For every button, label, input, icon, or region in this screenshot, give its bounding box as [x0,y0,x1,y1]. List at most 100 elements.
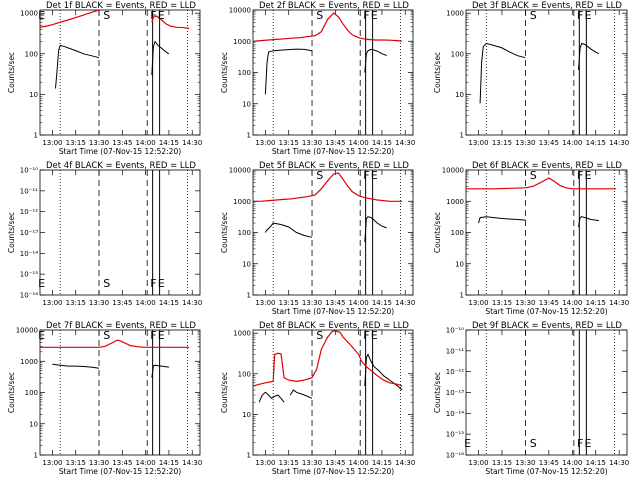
x-tick-label: 14:30 [395,299,415,307]
x-axis-label: Start Time (07-Nov-15 12:52:20) [272,467,394,476]
plot-frame [465,329,628,456]
x-tick-label: 13:15 [66,459,86,467]
event-marker-label: E [584,437,591,450]
x-tick-label: 13:30 [89,299,109,307]
y-tick-label: 10⁻¹⁵ [446,431,464,439]
x-tick-label: 13:45 [112,299,132,307]
events-series-line [479,42,526,104]
y-axis-label: Counts/sec [433,212,442,253]
event-marker-label: S [530,9,537,22]
x-tick-label: 14:30 [182,459,202,467]
y-tick-label: 10⁻¹² [20,208,38,216]
panel-title: Det 3f BLACK = Events, RED = LLD [472,1,622,11]
x-tick-label: 14:15 [159,139,179,147]
x-tick-label: 13:00 [255,139,275,147]
plot-frame [465,9,628,136]
x-tick-label: 13:45 [539,299,559,307]
x-tick-label: 14:15 [586,459,606,467]
x-tick-label: 13:45 [325,139,345,147]
panel-title: Det 7f BLACK = Events, RED = LLD [46,321,196,331]
event-marker-label: E [38,277,45,290]
y-tick-label: 10⁻¹³ [20,229,38,237]
plot-frame [39,169,201,296]
y-tick-label: 10000 [16,327,38,335]
x-tick-label: 14:30 [609,139,629,147]
y-tick-label: 100 [451,50,464,58]
y-tick-label: 10⁻¹¹ [446,347,464,355]
x-tick-label: 14:15 [586,139,606,147]
x-tick-label: 13:30 [302,459,322,467]
events-series-line [151,364,169,378]
x-axis-label: Start Time (07-Nov-15 12:52:20) [272,147,394,156]
y-tick-label: 1 [247,292,251,300]
x-axis-label: Start Time (07-Nov-15 12:52:20) [59,147,181,156]
y-tick-label: 1 [247,132,251,140]
y-tick-label: 1000 [233,38,251,46]
y-tick-label: 1000 [446,198,464,206]
events-series-line [264,222,313,238]
y-tick-label: 1 [460,132,464,140]
x-tick-label: 14:15 [372,139,392,147]
y-tick-label: 100 [25,50,38,58]
x-tick-label: 13:00 [42,459,62,467]
x-tick-label: 14:15 [372,459,392,467]
y-tick-label: 10⁻¹⁵ [20,271,38,279]
y-tick-label: 10 [242,260,251,268]
event-marker-label: E [584,169,591,182]
panel-1: Det 1f BLACK = Events, RED = LLD 1 10 100 10… [7,1,202,156]
x-tick-label: 14:15 [372,299,392,307]
panel-8: Det 8f BLACK = Events, RED = LLD 1 10 100 10… [220,321,415,476]
x-tick-label: 13:15 [279,139,299,147]
lld-series-line [40,339,190,348]
x-tick-label: 13:45 [539,459,559,467]
y-tick-label: 10⁻¹⁴ [446,410,464,418]
x-tick-label: 13:00 [468,139,488,147]
y-tick-label: 1000 [446,10,464,18]
panel-title: Det 8f BLACK = Events, RED = LLD [259,321,409,331]
x-tick-label: 13:30 [302,139,322,147]
event-marker-label: E [38,329,45,342]
plot-frame [252,9,414,136]
events-series-line [364,48,387,73]
x-axis-label: Start Time (07-Nov-15 12:52:20) [485,307,607,316]
lld-series-line [39,9,100,28]
event-marker-label: S [103,329,110,342]
x-tick-label: 14:00 [562,459,582,467]
y-tick-label: 1000 [20,358,38,366]
event-marker-label: S [530,437,537,450]
x-tick-label: 13:00 [468,299,488,307]
x-tick-label: 14:00 [562,299,582,307]
event-marker-label: F [363,9,369,22]
events-series-line [258,391,285,403]
event-marker-label: E [158,9,165,22]
event-marker-label: S [530,169,537,182]
event-marker-label: S [103,277,110,290]
y-tick-label: 1 [460,292,464,300]
y-tick-label: 10000 [442,167,464,175]
y-tick-label: 10 [29,91,38,99]
y-axis-label: Counts/sec [7,212,16,253]
events-series-line [52,363,100,369]
x-tick-label: 13:45 [325,459,345,467]
y-tick-label: 10⁻¹⁰ [446,327,464,335]
events-series-line [264,48,313,95]
event-marker-label: F [577,9,583,22]
plot-frame [252,169,414,296]
panel-title: Det 9f BLACK = Events, RED = LLD [472,321,622,331]
panel-title: Det 6f BLACK = Events, RED = LLD [472,161,622,171]
x-tick-label: 14:30 [182,139,202,147]
panel-title: Det 5f BLACK = Events, RED = LLD [259,161,409,171]
x-tick-label: 13:00 [255,459,275,467]
event-marker-label: E [38,9,45,22]
x-tick-label: 13:15 [492,299,512,307]
x-tick-label: 14:30 [609,299,629,307]
x-tick-label: 13:45 [112,459,132,467]
y-tick-label: 10⁻¹³ [446,389,464,397]
panel-2: Det 2f BLACK = Events, RED = LLD 1 10 100 10… [220,1,415,156]
y-axis-label: Counts/sec [433,372,442,413]
x-tick-label: 14:30 [609,459,629,467]
x-tick-label: 14:30 [395,139,415,147]
panel-6: Det 6f BLACK = Events, RED = LLD 1 10 100 10… [433,161,629,316]
y-axis-label: Counts/sec [7,372,16,413]
